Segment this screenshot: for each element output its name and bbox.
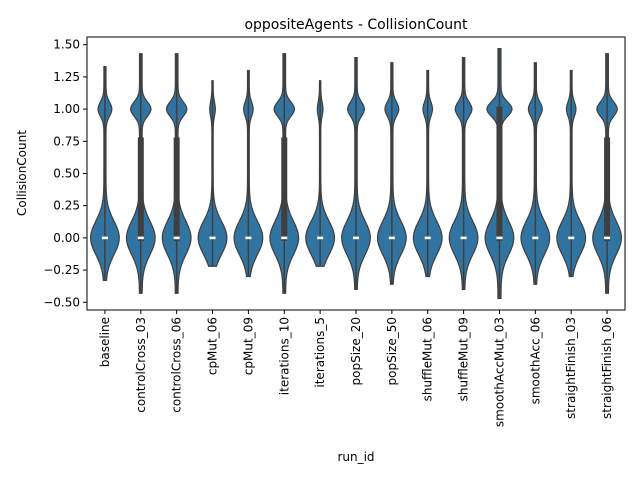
violin-iqr-box xyxy=(173,137,180,241)
violin-median xyxy=(532,236,539,240)
violin-median xyxy=(101,236,108,240)
violin-iqr-box xyxy=(137,137,144,241)
y-tick-label: 1.50 xyxy=(53,38,80,52)
y-axis-label: CollisionCount xyxy=(15,130,29,216)
x-tick-label: shuffleMut_09 xyxy=(457,317,471,401)
violin-iqr-box xyxy=(281,137,288,241)
y-tick-label: 0.75 xyxy=(53,134,80,148)
violin-median xyxy=(460,236,467,240)
x-tick-label: straightFinish_03 xyxy=(564,317,578,419)
violin-iqr-box xyxy=(496,106,503,241)
violin-median xyxy=(424,236,431,240)
x-tick-label: controlCross_03 xyxy=(134,317,148,413)
violin-median xyxy=(245,236,252,240)
x-tick-label: popSize_50 xyxy=(385,317,399,385)
y-tick-label: 0.50 xyxy=(53,167,80,181)
x-axis: baseline controlCross_03 controlCross_06 cp… xyxy=(98,310,614,427)
y-tick-label: 0.00 xyxy=(53,231,80,245)
violin-median xyxy=(568,236,575,240)
violin-median xyxy=(604,236,611,240)
y-tick-label: 1.00 xyxy=(53,102,80,116)
x-tick-label: iterations_10 xyxy=(277,317,291,395)
violin-median xyxy=(496,236,503,240)
violin-median xyxy=(353,236,359,240)
x-tick-label: popSize_20 xyxy=(349,317,363,385)
x-tick-label: straightFinish_06 xyxy=(600,317,614,419)
violins-group xyxy=(89,47,623,300)
violin-median xyxy=(173,236,180,240)
x-tick-label: cpMut_06 xyxy=(206,317,220,375)
x-tick-label: smoothAccMut_03 xyxy=(492,317,506,427)
violin-median xyxy=(137,236,144,240)
y-tick-label: 1.25 xyxy=(53,70,80,84)
y-tick-label: −0.25 xyxy=(43,263,80,277)
violin-median xyxy=(209,236,216,240)
y-axis: −0.50 −0.25 0.00 0.25 0.50 0.75 1.00 1.25 1.50 xyxy=(43,38,87,309)
violin-median xyxy=(388,236,395,240)
x-tick-label: controlCross_06 xyxy=(170,317,184,413)
x-tick-label: shuffleMut_06 xyxy=(421,317,435,401)
x-axis-label: run_id xyxy=(337,450,374,464)
violin-iqr-box xyxy=(604,137,611,241)
violin-median xyxy=(317,236,324,240)
chart-title: oppositeAgents - CollisionCount xyxy=(244,17,468,33)
violin-median xyxy=(281,236,288,240)
y-tick-label: −0.50 xyxy=(43,295,80,309)
x-tick-label: smoothAcc_06 xyxy=(528,317,542,404)
y-tick-label: 0.25 xyxy=(53,199,80,213)
x-tick-label: baseline xyxy=(98,317,112,367)
x-tick-label: cpMut_09 xyxy=(241,317,255,375)
x-tick-label: iterations_5 xyxy=(313,317,327,388)
